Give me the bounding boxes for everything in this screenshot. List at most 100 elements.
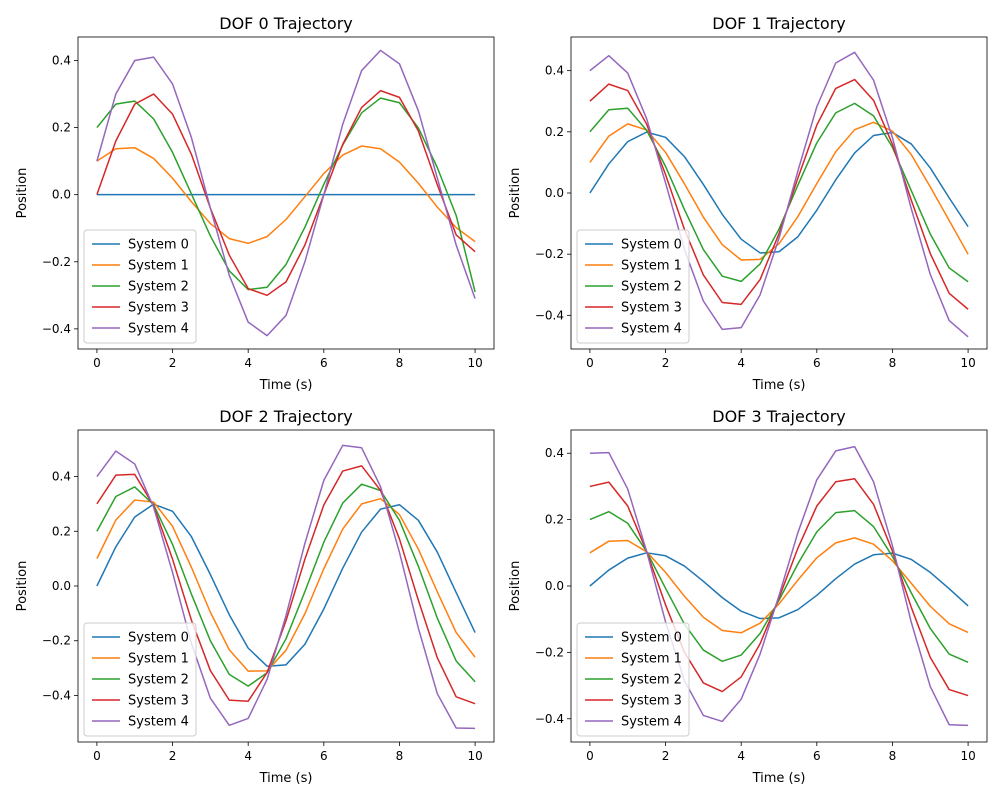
x-tick-label: 4 — [737, 749, 745, 763]
y-axis-label: Position — [15, 561, 30, 612]
chart-title: DOF 2 Trajectory — [219, 407, 352, 426]
x-axis-label: Time (s) — [259, 378, 313, 393]
series-line-3 — [96, 89, 476, 297]
x-tick-label: 10 — [467, 749, 482, 763]
x-tick-label: 2 — [169, 749, 177, 763]
legend-label: System 2 — [128, 673, 189, 688]
y-tick-label: −0.4 — [42, 688, 71, 702]
subplot-1: 0 2 4 6 8 10 −0.4 −0.2 0.0 0.2 0.4 DOF 1 Trajectory… — [508, 14, 988, 393]
series-line-0 — [589, 131, 969, 254]
x-tick-label: 6 — [813, 356, 821, 370]
x-tick-label: 2 — [169, 356, 177, 370]
legend: System 0 System 1 System 2 System 3 System 4 — [83, 229, 197, 344]
series-line-1 — [96, 497, 476, 672]
x-tick-label: 0 — [93, 749, 101, 763]
legend-label: System 3 — [128, 301, 189, 316]
y-tick-label: 0.4 — [545, 64, 564, 78]
y-tick-label: −0.4 — [535, 308, 564, 322]
series-line-4 — [589, 445, 969, 727]
legend-label: System 1 — [128, 652, 189, 667]
legend-label: System 4 — [128, 715, 189, 730]
chart-title: DOF 0 Trajectory — [219, 14, 352, 33]
chart-title: DOF 1 Trajectory — [712, 14, 845, 33]
legend-label: System 2 — [621, 673, 682, 688]
x-tick-label: 8 — [396, 356, 404, 370]
series-line-0 — [589, 552, 969, 620]
x-tick-label: 8 — [396, 749, 404, 763]
legend-label: System 1 — [128, 259, 189, 274]
legend-label: System 2 — [128, 280, 189, 295]
chart-title: DOF 3 Trajectory — [712, 407, 845, 426]
x-tick-label: 10 — [467, 356, 482, 370]
axes-frame — [77, 36, 495, 350]
legend-box — [576, 229, 690, 344]
y-tick-label: 0.2 — [52, 121, 71, 135]
x-tick-label: 2 — [662, 749, 670, 763]
x-tick-label: 0 — [586, 356, 594, 370]
x-tick-label: 2 — [662, 356, 670, 370]
series-line-2 — [96, 483, 476, 687]
y-tick-label: 0.4 — [52, 470, 71, 484]
x-tick-label: 6 — [320, 356, 328, 370]
legend-label: System 3 — [128, 694, 189, 709]
y-tick-label: 0.4 — [545, 446, 564, 460]
legend-box — [83, 622, 197, 737]
x-axis-label: Time (s) — [752, 771, 806, 786]
legend-label: System 1 — [621, 652, 682, 667]
series-line-1 — [589, 537, 969, 634]
subplot-2: 0 2 4 6 8 10 −0.4 −0.2 0.0 0.2 0.4 DOF 2 Trajectory… — [15, 407, 495, 786]
y-tick-label: 0.0 — [52, 188, 71, 202]
y-tick-label: 0.0 — [545, 186, 564, 200]
series-line-0 — [96, 503, 476, 667]
x-tick-label: 6 — [813, 749, 821, 763]
series-line-2 — [589, 509, 969, 664]
legend-label: System 4 — [621, 715, 682, 730]
legend-label: System 0 — [621, 631, 682, 646]
y-tick-label: 0.0 — [52, 579, 71, 593]
legend-label: System 0 — [621, 238, 682, 253]
x-tick-label: 10 — [960, 749, 975, 763]
x-tick-label: 4 — [244, 749, 252, 763]
x-tick-label: 8 — [889, 356, 897, 370]
x-tick-label: 0 — [93, 356, 101, 370]
y-tick-label: −0.4 — [535, 712, 564, 726]
y-tick-label: −0.2 — [535, 645, 564, 659]
legend-label: System 2 — [621, 280, 682, 295]
y-tick-label: −0.2 — [42, 634, 71, 648]
series-line-4 — [589, 51, 969, 338]
legend-label: System 1 — [621, 259, 682, 274]
legend-label: System 4 — [621, 322, 682, 337]
legend-label: System 4 — [128, 322, 189, 337]
x-tick-label: 8 — [889, 749, 897, 763]
series-line-3 — [96, 465, 476, 705]
y-axis-label: Position — [508, 561, 523, 612]
x-tick-label: 4 — [244, 356, 252, 370]
legend: System 0 System 1 System 2 System 3 System 4 — [576, 622, 690, 737]
legend-label: System 3 — [621, 301, 682, 316]
y-tick-label: 0.0 — [545, 579, 564, 593]
y-axis-label: Position — [15, 168, 30, 219]
y-tick-label: −0.2 — [42, 255, 71, 269]
x-tick-label: 0 — [586, 749, 594, 763]
y-tick-label: 0.2 — [545, 513, 564, 527]
legend-box — [576, 622, 690, 737]
y-tick-label: −0.2 — [535, 247, 564, 261]
subplot-0: 0 2 4 6 8 10 −0.4 −0.2 0.0 0.2 0.4 DOF 0 Trajectory… — [15, 14, 495, 393]
legend: System 0 System 1 System 2 System 3 System 4 — [83, 622, 197, 737]
y-tick-label: 0.2 — [545, 125, 564, 139]
x-tick-label: 4 — [737, 356, 745, 370]
y-axis-label: Position — [508, 168, 523, 219]
legend-label: System 3 — [621, 694, 682, 709]
y-tick-label: −0.4 — [42, 322, 71, 336]
series-line-4 — [96, 49, 476, 337]
legend: System 0 System 1 System 2 System 3 System 4 — [576, 229, 690, 344]
x-tick-label: 10 — [960, 356, 975, 370]
subplot-3: 0 2 4 6 8 10 −0.4 −0.2 0.0 0.2 0.4 DOF 3 Trajectory… — [508, 407, 988, 786]
legend-box — [83, 229, 197, 344]
legend-label: System 0 — [128, 631, 189, 646]
y-tick-label: 0.2 — [52, 524, 71, 538]
series-line-4 — [96, 444, 476, 730]
legend-label: System 0 — [128, 238, 189, 253]
x-axis-label: Time (s) — [752, 378, 806, 393]
